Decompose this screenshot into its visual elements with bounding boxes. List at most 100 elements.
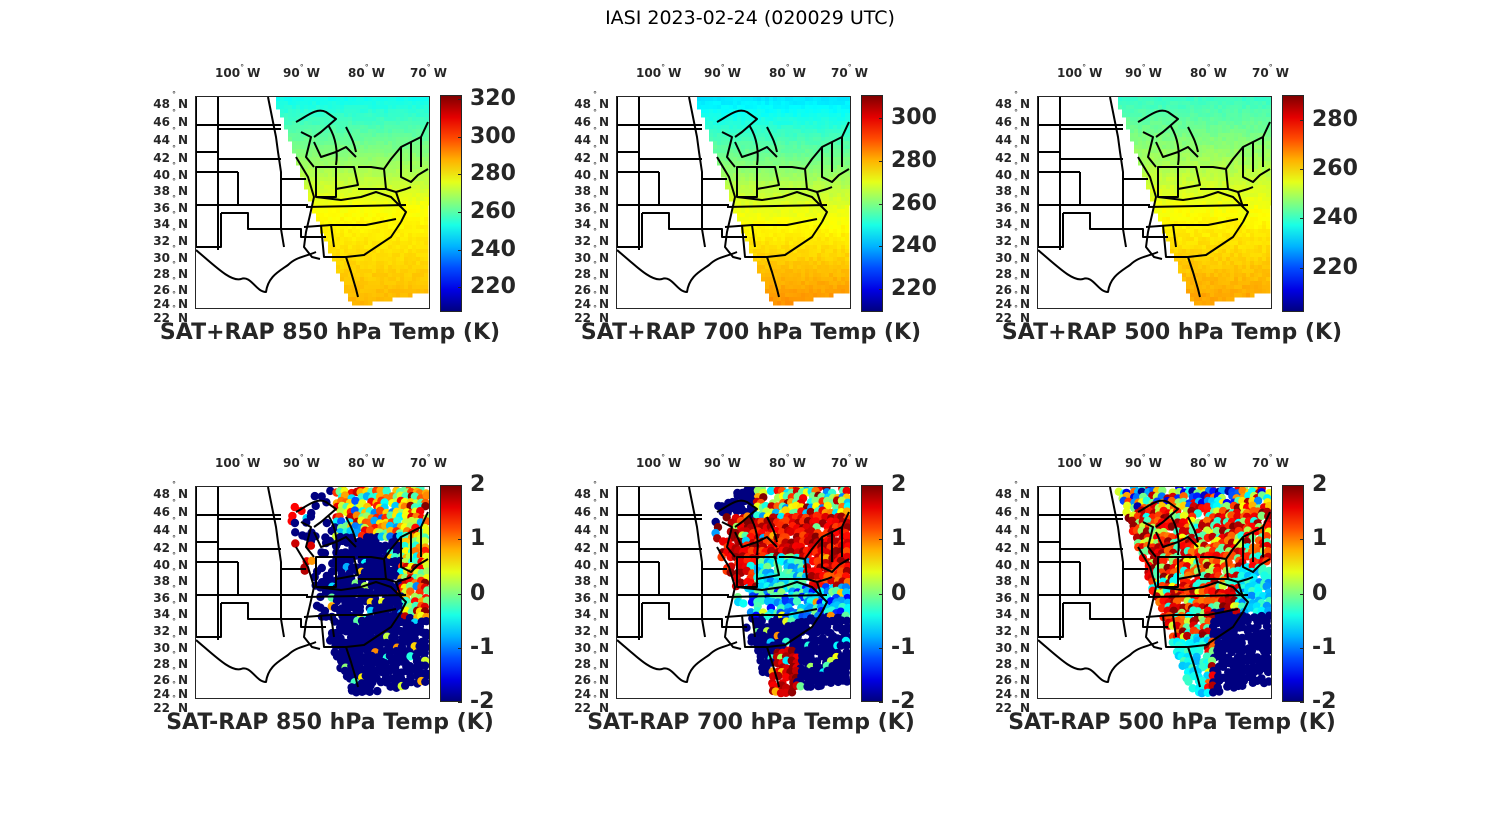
field-cell <box>821 213 826 218</box>
field-cell <box>372 289 377 294</box>
field-cell <box>773 301 778 306</box>
field-cell <box>789 181 794 186</box>
field-cell <box>817 253 822 258</box>
field-cell <box>332 101 337 106</box>
field-cell <box>1266 165 1271 170</box>
field-cell <box>793 217 798 222</box>
field-cell <box>392 125 397 130</box>
field-cell <box>1142 133 1147 138</box>
field-cell <box>364 273 369 278</box>
field-cell <box>368 121 373 126</box>
field-cell <box>793 125 798 130</box>
field-cell <box>1194 177 1199 182</box>
field-cell <box>833 249 838 254</box>
field-cell <box>1210 273 1215 278</box>
field-cell <box>777 277 782 282</box>
field-cell <box>408 293 413 298</box>
lat-value: 38 <box>995 184 1012 198</box>
field-cell <box>789 105 794 110</box>
field-cell <box>304 117 309 122</box>
field-cell <box>1178 181 1183 186</box>
field-cell <box>1254 257 1259 262</box>
field-cell <box>785 273 790 278</box>
lat-value: 40 <box>995 168 1012 182</box>
field-cell <box>817 277 822 282</box>
field-cell <box>777 273 782 278</box>
field-cell <box>376 217 381 222</box>
field-cell <box>1162 201 1167 206</box>
field-cell <box>312 209 317 214</box>
field-cell <box>741 173 746 178</box>
field-cell <box>408 109 413 114</box>
field-cell <box>809 221 814 226</box>
field-cell <box>1158 137 1163 142</box>
state-boundary <box>736 166 758 198</box>
field-cell <box>797 197 802 202</box>
lat-tick-label: 44°N <box>138 516 188 536</box>
field-cell <box>833 269 838 274</box>
lat-suffix: N <box>598 251 609 265</box>
field-cell <box>769 101 774 106</box>
lon-value: 70 <box>831 66 848 80</box>
field-cell <box>1202 289 1207 294</box>
field-cell <box>1174 209 1179 214</box>
field-cell <box>1222 193 1227 198</box>
field-cell <box>1214 193 1219 198</box>
field-cell <box>360 301 365 306</box>
field-cell <box>1230 109 1235 114</box>
field-cell <box>1242 161 1247 166</box>
field-cell <box>412 117 417 122</box>
field-cell <box>328 225 333 230</box>
field-cell <box>1118 101 1123 106</box>
field-cell <box>1214 157 1219 162</box>
field-cell <box>1222 109 1227 114</box>
field-cell <box>1134 125 1139 130</box>
field-cell <box>416 269 421 274</box>
field-cell <box>1182 181 1187 186</box>
field-cell <box>833 237 838 242</box>
field-cell <box>328 101 333 106</box>
field-cell <box>1214 241 1219 246</box>
field-cell <box>420 141 425 146</box>
field-cell <box>737 113 742 118</box>
field-cell <box>364 185 369 190</box>
field-cell <box>1254 213 1259 218</box>
field-cell <box>793 225 798 230</box>
field-cell <box>408 269 413 274</box>
field-cell <box>332 189 337 194</box>
field-cell <box>845 169 850 174</box>
field-cell <box>805 113 810 118</box>
field-cell <box>741 185 746 190</box>
field-cell <box>1198 185 1203 190</box>
lat-value: 38 <box>574 184 591 198</box>
lat-value: 28 <box>153 657 170 671</box>
field-cell <box>396 273 401 278</box>
field-cell <box>320 201 325 206</box>
field-cell <box>813 261 818 266</box>
field-cell <box>749 245 754 250</box>
field-cell <box>1166 173 1171 178</box>
field-cell <box>1190 137 1195 142</box>
field-cell <box>785 97 790 102</box>
field-cell <box>288 113 293 118</box>
field-cell <box>1134 109 1139 114</box>
field-cell <box>1206 153 1211 158</box>
field-cell <box>1166 113 1171 118</box>
state-boundary <box>196 205 222 248</box>
field-cell <box>753 209 758 214</box>
lat-suffix: N <box>177 657 188 671</box>
field-cell <box>705 125 710 130</box>
field-cell <box>1198 201 1203 206</box>
field-cell <box>352 173 357 178</box>
state-boundary <box>688 97 706 248</box>
field-cell <box>801 221 806 226</box>
field-cell <box>364 177 369 182</box>
field-cell <box>785 185 790 190</box>
field-cell <box>1134 133 1139 138</box>
field-cell <box>1178 217 1183 222</box>
field-cell <box>408 193 413 198</box>
field-cell <box>1218 157 1223 162</box>
field-cell <box>829 109 834 114</box>
field-cell <box>1242 121 1247 126</box>
field-cell <box>1186 117 1191 122</box>
